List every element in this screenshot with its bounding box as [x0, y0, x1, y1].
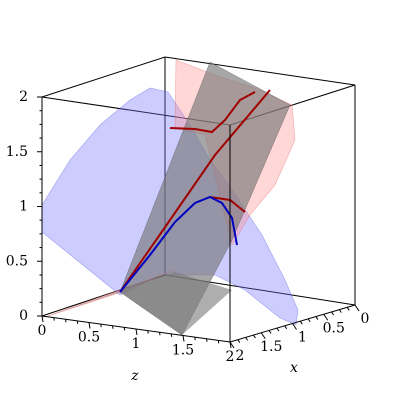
- minor-tick: [331, 311, 334, 316]
- z-tick-label: 1.5: [172, 343, 194, 359]
- minor-tick: [100, 324, 102, 328]
- minor-tick: [53, 317, 55, 321]
- tick-mark: [229, 341, 235, 349]
- red-curve: [169, 91, 256, 134]
- minor-tick: [206, 338, 208, 342]
- minor-tick: [268, 330, 272, 334]
- minor-tick: [123, 327, 126, 331]
- v-tick-label: 1: [19, 199, 28, 215]
- z-tick-label: 1: [132, 336, 141, 352]
- z-tick-label: 0: [38, 323, 47, 339]
- v-tick-label: 2: [19, 89, 28, 105]
- x-axis-label: x: [290, 360, 298, 376]
- x-tick-label: 0: [361, 311, 370, 327]
- gray-plane-low: [42, 272, 232, 335]
- red-curve: [119, 89, 271, 293]
- z-tick-label: 2: [226, 349, 235, 365]
- minor-tick: [237, 339, 241, 343]
- tick-mark: [292, 323, 297, 330]
- tick-mark: [260, 332, 266, 340]
- v-tick-label: 0.5: [6, 253, 28, 269]
- minor-tick: [338, 309, 342, 313]
- minor-tick: [299, 320, 303, 325]
- minor-tick: [147, 330, 149, 334]
- z-axis-label: z: [130, 368, 139, 384]
- minor-tick: [76, 320, 79, 324]
- minor-tick: [65, 319, 67, 323]
- minor-tick: [307, 318, 311, 323]
- v-tick-label: 0: [19, 308, 28, 324]
- minor-tick: [276, 327, 280, 332]
- v-tick-label: 1.5: [6, 144, 28, 160]
- minor-tick: [315, 316, 319, 320]
- minor-tick: [112, 325, 114, 329]
- minor-tick: [284, 325, 288, 330]
- x-tick-label: 0.5: [323, 320, 345, 336]
- z-tick-label: 0.5: [78, 330, 100, 346]
- minor-tick: [217, 340, 220, 344]
- tick-mark: [323, 313, 329, 321]
- x-tick-label: 2: [236, 348, 245, 364]
- minor-tick: [159, 332, 161, 336]
- tick-mark: [182, 335, 185, 342]
- minor-tick: [346, 307, 350, 311]
- tick-mark: [41, 315, 44, 323]
- tick-mark: [135, 328, 138, 336]
- surfaces: [41, 59, 299, 336]
- minor-tick: [170, 333, 173, 337]
- x-tick-label: 1: [298, 330, 307, 346]
- tick-mark: [88, 322, 91, 329]
- x-tick-label: 1.5: [260, 339, 282, 355]
- minor-tick: [245, 337, 249, 341]
- minor-tick: [253, 334, 256, 339]
- tick-mark: [354, 304, 360, 312]
- minor-tick: [194, 337, 196, 341]
